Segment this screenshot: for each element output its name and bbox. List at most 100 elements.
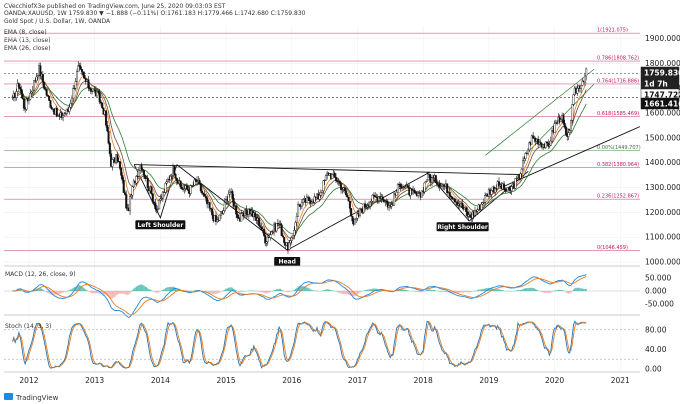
candle-body <box>425 179 428 182</box>
price-tick-label: 1100.000 <box>645 233 680 242</box>
macd-histogram-bar <box>113 291 115 298</box>
macd-histogram-bar <box>82 287 84 291</box>
candle-body <box>583 75 586 83</box>
macd-histogram-bar <box>399 288 402 291</box>
candle-body <box>123 192 126 195</box>
macd-histogram-bar <box>153 291 155 292</box>
macd-histogram-bar <box>379 289 381 291</box>
macd-histogram-bar <box>144 286 146 291</box>
candle-body <box>55 107 58 117</box>
macd-histogram-bar <box>546 291 548 293</box>
macd-histogram-bar <box>148 289 150 291</box>
x-tick-label: 2013 <box>85 376 104 385</box>
macd-histogram-bar <box>211 291 213 294</box>
macd-histogram-bar <box>533 288 535 291</box>
macd-histogram-bar <box>86 290 88 291</box>
candle-body <box>446 183 449 194</box>
macd-histogram-bar <box>330 290 332 291</box>
candle-body <box>202 192 205 195</box>
macd-histogram-bar <box>109 291 111 298</box>
candle-body <box>231 191 234 199</box>
candle-body <box>300 202 303 207</box>
x-tick-label: 2014 <box>151 376 170 385</box>
candle-body <box>89 88 92 92</box>
x-tick-label: 2017 <box>348 376 367 385</box>
candle-body <box>355 218 358 220</box>
price-tick-label: 1000.000 <box>645 258 680 267</box>
candle-body <box>108 142 111 155</box>
macd-histogram-bar <box>59 291 62 294</box>
candle-body <box>371 194 374 202</box>
candle-body <box>88 87 91 90</box>
candle-body <box>106 125 109 132</box>
macd-histogram-bar <box>38 287 40 291</box>
price-panel: 1(1921.075) 0.786(1808.762) 0.764(1716.886… <box>4 26 680 372</box>
macd-histogram-bar <box>157 291 159 293</box>
macd-histogram-bar <box>90 291 92 293</box>
candle-body <box>264 235 267 244</box>
macd-histogram-bar <box>522 289 524 291</box>
macd-histogram-bar <box>169 286 172 291</box>
candle-body <box>46 95 49 97</box>
macd-histogram-bar <box>545 291 547 293</box>
candle-body <box>20 88 23 95</box>
stoch-line <box>12 321 587 369</box>
candle-body <box>576 88 579 94</box>
macd-histogram-bar <box>569 291 571 294</box>
candle-body <box>173 165 176 175</box>
candle-body <box>179 180 182 188</box>
tradingview-logo[interactable]: TradingView <box>4 393 59 402</box>
macd-histogram-bar <box>277 288 279 291</box>
macd-histogram-bar <box>269 291 271 293</box>
candle-body <box>151 193 154 203</box>
candle-body <box>404 186 407 188</box>
macd-histogram-bar <box>229 287 231 291</box>
macd-histogram-bar <box>575 287 577 291</box>
candle-body <box>294 222 297 231</box>
macd-histogram-bar <box>497 288 499 291</box>
macd-histogram-bar <box>209 291 211 294</box>
macd-histogram-bar <box>416 291 418 293</box>
macd-histogram-bar <box>440 291 442 293</box>
macd-histogram-bar <box>366 289 369 291</box>
macd-histogram-bar <box>68 290 70 291</box>
candle-body <box>519 173 522 179</box>
macd-histogram-bar <box>214 291 216 294</box>
macd-histogram-bar <box>289 291 292 292</box>
macd-histogram-bar <box>281 289 283 291</box>
candle-body <box>523 158 526 161</box>
candle-body <box>581 80 584 86</box>
candle-body <box>448 191 451 197</box>
macd-histogram-bar <box>561 290 563 291</box>
macd-histogram-bar <box>547 291 549 294</box>
macd-histogram-bar <box>106 291 108 296</box>
macd-histogram-bar <box>301 286 303 291</box>
price-tick-label: 1400.000 <box>645 158 680 167</box>
candle-body <box>386 202 389 208</box>
candle-body <box>515 177 518 179</box>
macd-histogram-bar <box>548 291 551 294</box>
candle-body <box>142 170 145 176</box>
candle-body <box>431 177 434 183</box>
macd-histogram-bar <box>57 291 59 295</box>
macd-histogram-bar <box>234 289 236 291</box>
macd-histogram-bar <box>457 291 460 293</box>
candle-body <box>105 110 108 126</box>
candle-body <box>74 81 77 89</box>
candle-body <box>82 71 85 76</box>
candle-body <box>130 195 133 197</box>
candle-body <box>50 107 53 109</box>
macd-histogram-bar <box>557 289 559 291</box>
macd-histogram-bar <box>268 291 270 293</box>
macd-histogram-bar <box>73 287 76 291</box>
macd-histogram-bar <box>78 285 81 291</box>
candle-body <box>414 191 417 194</box>
macd-histogram-bar <box>415 291 417 292</box>
candle-body <box>22 98 25 109</box>
x-tick-label: 2015 <box>217 376 236 385</box>
candle-body <box>180 186 183 190</box>
candle-body <box>362 203 365 213</box>
macd-histogram-bar <box>233 288 235 291</box>
candle-body <box>393 193 396 206</box>
macd-histogram-bar <box>97 291 100 294</box>
